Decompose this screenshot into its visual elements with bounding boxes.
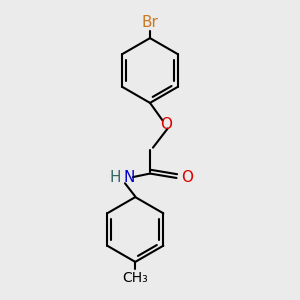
Text: O: O — [181, 170, 193, 185]
Text: CH₃: CH₃ — [122, 271, 148, 285]
Text: Br: Br — [142, 15, 158, 30]
Text: O: O — [160, 117, 172, 132]
Text: N: N — [124, 170, 135, 185]
Text: H: H — [109, 170, 121, 185]
